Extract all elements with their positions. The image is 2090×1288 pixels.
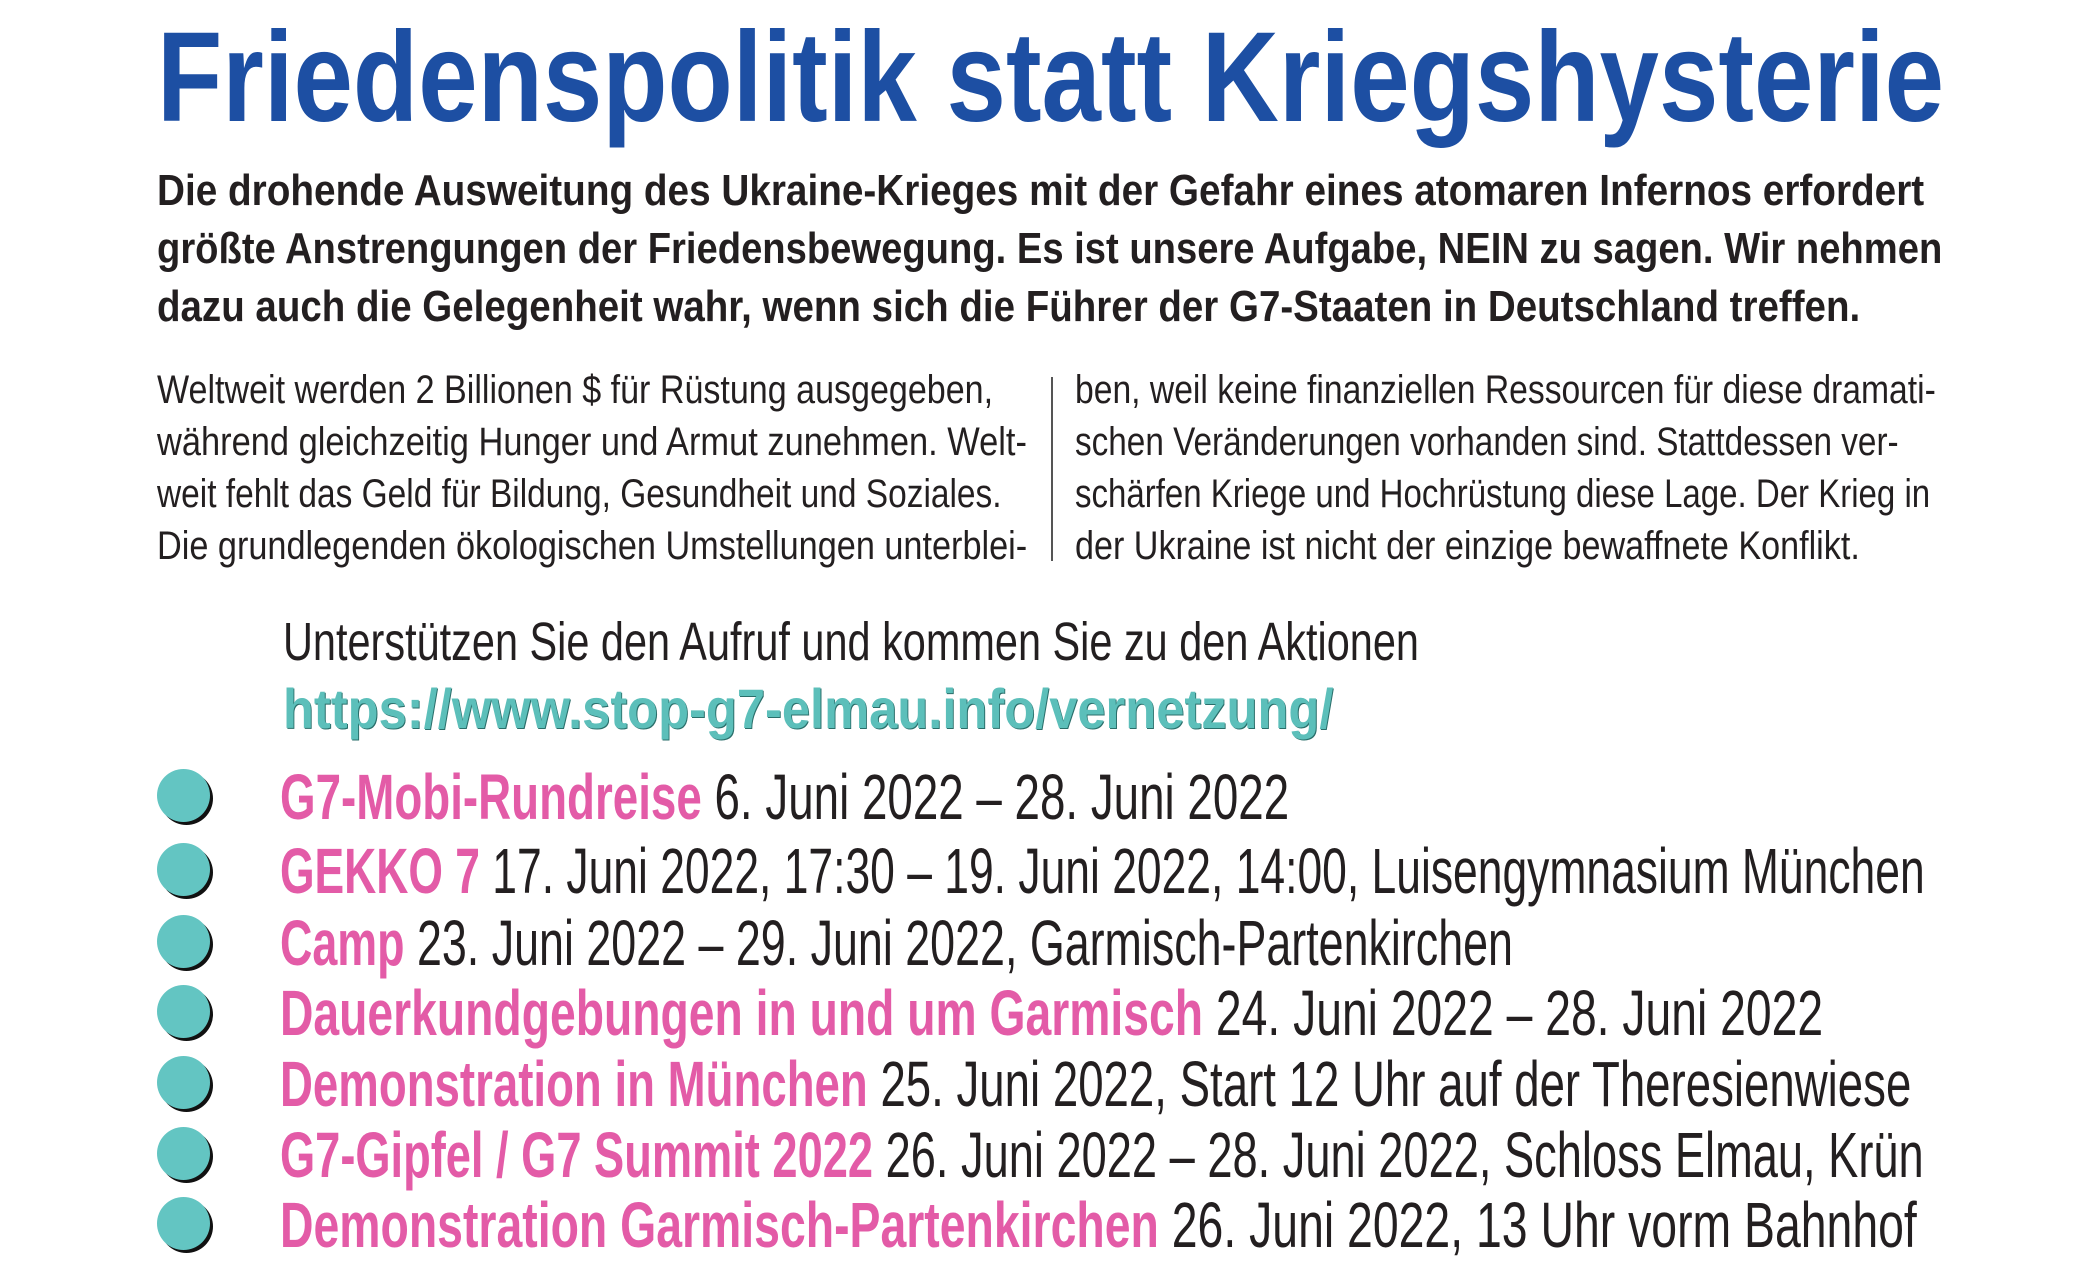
body-right-line: schärfen Kriege und Hochrüstung diese La… xyxy=(1075,472,1931,516)
event-details: 24. Juni 2022 – 28. Juni 2022 xyxy=(1203,977,1824,1049)
event-name: G7-Mobi-Rundreise xyxy=(280,761,702,833)
bullet-icon xyxy=(157,1197,210,1250)
event-details: 26. Juni 2022 – 28. Juni 2022, Schloss E… xyxy=(873,1119,1924,1191)
event-details: 26. Juni 2022, 13 Uhr vorm Bahnhof xyxy=(1158,1189,1917,1261)
body-right-line: der Ukraine ist nicht der einzige bewaff… xyxy=(1075,524,1860,568)
lead-line: dazu auch die Gelegenheit wahr, wenn sic… xyxy=(157,282,1861,331)
event-name: Demonstration in München xyxy=(280,1048,868,1120)
column-divider xyxy=(1051,377,1053,561)
event-details: 25. Juni 2022, Start 12 Uhr auf der Ther… xyxy=(867,1048,1912,1120)
call-to-action: Unterstützen Sie den Aufruf und kommen S… xyxy=(283,612,1419,672)
event-name: Dauerkundgebungen in und um Garmisch xyxy=(280,977,1204,1049)
event-item: Demonstration in München 25. Juni 2022, … xyxy=(280,1052,1911,1116)
event-name: Demonstration Garmisch-Partenkirchen xyxy=(280,1189,1159,1261)
event-item: G7-Mobi-Rundreise 6. Juni 2022 – 28. Jun… xyxy=(280,765,1289,829)
bullet-icon xyxy=(157,769,210,822)
bullet-icon xyxy=(157,843,210,896)
event-details: 17. Juni 2022, 17:30 – 19. Juni 2022, 14… xyxy=(479,835,1925,907)
lead-line: größte Anstrengungen der Friedensbewegun… xyxy=(157,224,1943,273)
event-name: GEKKO 7 xyxy=(280,835,480,907)
page-title: Friedenspolitik statt Kriegshysterie xyxy=(157,6,1945,149)
network-link[interactable]: https://www.stop-g7-elmau.info/vernetzun… xyxy=(283,677,1334,740)
event-item: Demonstration Garmisch-Partenkirchen 26.… xyxy=(280,1193,1917,1257)
bullet-icon xyxy=(157,985,210,1038)
bullet-icon xyxy=(157,1056,210,1109)
body-left-line: während gleichzeitig Hunger und Armut zu… xyxy=(157,420,1027,464)
bullet-icon xyxy=(157,1127,210,1180)
event-details: 6. Juni 2022 – 28. Juni 2022 xyxy=(701,761,1290,833)
bullet-icon xyxy=(157,915,210,968)
body-right-line: schen Veränderungen vorhanden sind. Stat… xyxy=(1075,420,1899,464)
body-left-line: Weltweit werden 2 Billionen $ für Rüstun… xyxy=(157,368,994,412)
event-item: GEKKO 7 17. Juni 2022, 17:30 – 19. Juni … xyxy=(280,839,1925,903)
event-item: Camp 23. Juni 2022 – 29. Juni 2022, Garm… xyxy=(280,911,1513,975)
body-right-line: ben, weil keine finanziellen Ressourcen … xyxy=(1075,368,1936,412)
lead-line: Die drohende Ausweitung des Ukraine-Krie… xyxy=(157,166,1925,215)
body-left-line: Die grundlegenden ökologischen Umstellun… xyxy=(157,524,1028,568)
event-item: G7-Gipfel / G7 Summit 2022 26. Juni 2022… xyxy=(280,1123,1924,1187)
event-name: G7-Gipfel / G7 Summit 2022 xyxy=(280,1119,874,1191)
event-name: Camp xyxy=(280,907,405,979)
event-item: Dauerkundgebungen in und um Garmisch 24.… xyxy=(280,981,1823,1045)
body-left-line: weit fehlt das Geld für Bildung, Gesundh… xyxy=(157,472,1002,516)
event-details: 23. Juni 2022 – 29. Juni 2022, Garmisch-… xyxy=(404,907,1513,979)
